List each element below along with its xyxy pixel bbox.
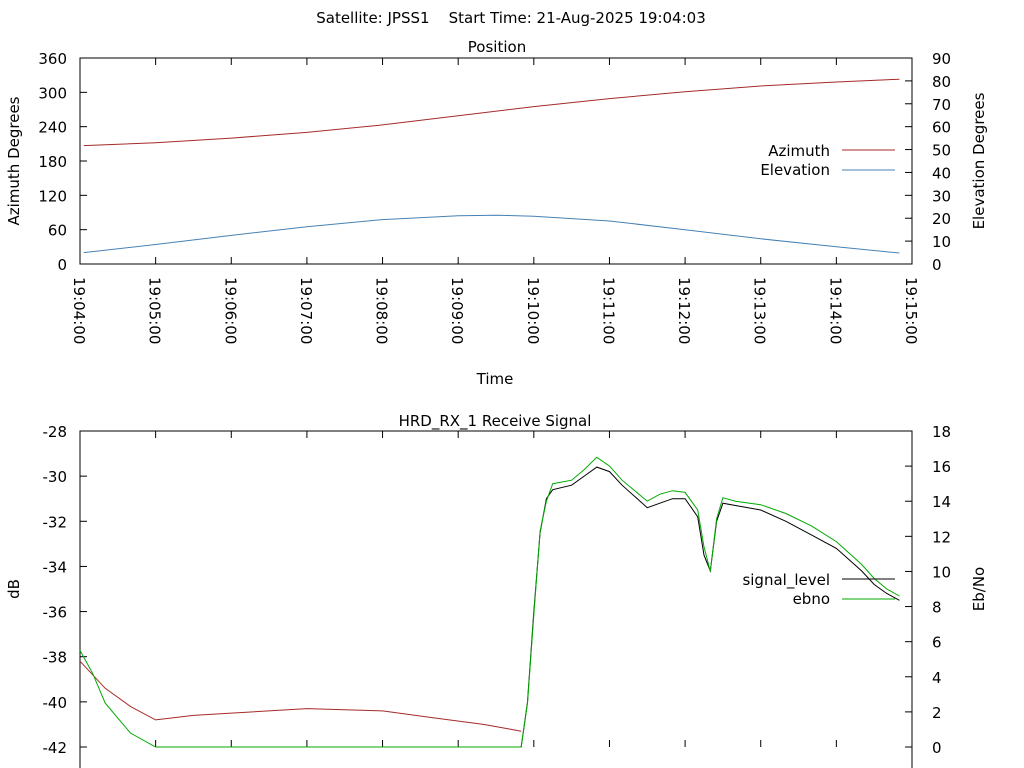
position-y-tick-label: 300 xyxy=(38,84,67,102)
position-y2-tick-label: 40 xyxy=(932,164,951,182)
receive-y2-tick-label: 18 xyxy=(932,423,951,441)
receive-signal-chart-title: HRD_RX_1 Receive Signal xyxy=(399,412,592,431)
position-series-elevation-line-1 xyxy=(83,214,900,254)
receive-y2-tick-label: 12 xyxy=(932,528,951,546)
receive-y2-tick-label: 8 xyxy=(932,599,942,617)
receive-y-tick-label: -38 xyxy=(43,649,68,667)
position-x-tick-label: 19:12:00 xyxy=(675,277,693,344)
receive-series-ebno-line-2 xyxy=(79,456,900,748)
position-y-tick-label: 60 xyxy=(48,222,67,240)
receive-y-tick-label: -28 xyxy=(43,423,68,441)
receive-signal-chart: HRD_RX_1 Receive Signal -42 -40 -38 -36 -34 -… xyxy=(5,412,988,768)
receive-y2-tick-label: 10 xyxy=(932,563,951,581)
position-x-tick-label: 19:08:00 xyxy=(373,277,391,344)
receive-series-signal-level-line-0 xyxy=(79,660,522,732)
receive-y-tick-label: -30 xyxy=(43,468,68,486)
position-x-tick-label: 19:04:00 xyxy=(70,277,88,344)
position-y2-tick-label: 10 xyxy=(932,233,951,251)
position-y-tick-label: 0 xyxy=(57,256,67,274)
receive-y-tick-label: -32 xyxy=(43,513,68,531)
receive-legend: signal_level ebno xyxy=(742,571,895,608)
legend-label-azimuth: Azimuth xyxy=(768,142,830,160)
position-x-tick-label: 19:05:00 xyxy=(146,277,164,344)
position-y-tick-label: 360 xyxy=(38,50,67,68)
position-y2-tick-label: 20 xyxy=(932,210,951,228)
position-y2-tick-label: 50 xyxy=(932,142,951,160)
position-x-tick-label: 19:07:00 xyxy=(297,277,315,344)
receive-y2-tick-label: 2 xyxy=(932,704,942,722)
position-y-tick-label: 120 xyxy=(38,187,67,205)
receive-y-tick-label: -36 xyxy=(43,604,68,622)
receive-y2-axis-label: Eb/No xyxy=(970,567,988,611)
position-x-tick-label: 19:06:00 xyxy=(221,277,239,344)
receive-y-tick-label: -40 xyxy=(43,694,68,712)
position-y2-axis-label: Elevation Degrees xyxy=(970,92,988,229)
position-y2-tick-label: 90 xyxy=(932,50,951,68)
position-chart-title: Position xyxy=(468,38,526,56)
position-y2-tick-label: 80 xyxy=(932,73,951,91)
receive-y2-tick-label: 6 xyxy=(932,634,942,652)
position-y2-tick-label: 70 xyxy=(932,96,951,114)
position-x-tick-label: 19:14:00 xyxy=(826,277,844,344)
receive-plot-frame xyxy=(79,430,913,768)
position-x-tick-label: 19:11:00 xyxy=(599,277,617,344)
legend-label-elevation: Elevation xyxy=(760,161,830,179)
receive-y-axis-label: dB xyxy=(5,579,23,599)
position-y-axis-label: Azimuth Degrees xyxy=(5,96,23,225)
position-x-tick-label: 19:13:00 xyxy=(751,277,769,344)
receive-y2-tick-label: 14 xyxy=(932,493,951,511)
position-series-azimuth-line-0 xyxy=(83,78,900,147)
position-legend: Azimuth Elevation xyxy=(760,142,895,179)
receive-y2-tick-label: 0 xyxy=(932,739,942,757)
position-y-tick-label: 240 xyxy=(38,119,67,137)
position-x-axis-label: Time xyxy=(476,370,514,388)
receive-y2-tick-label: 16 xyxy=(932,458,951,476)
position-chart: Position 0 60 120 180 240 300 360 0 10 20 30 40 50 6… xyxy=(5,38,988,388)
position-x-tick-label: 19:15:00 xyxy=(902,277,920,344)
receive-y-tick-label: -42 xyxy=(43,739,68,757)
position-x-tick-label: 19:10:00 xyxy=(524,277,542,344)
position-y2-tick-label: 0 xyxy=(932,256,942,274)
receive-y-tick-label: -34 xyxy=(43,558,68,576)
position-x-tick-label: 19:09:00 xyxy=(448,277,466,344)
legend-label-signal-level: signal_level xyxy=(742,571,830,590)
receive-y2-tick-label: 4 xyxy=(932,669,942,687)
chart-header-title: Satellite: JPSS1 Start Time: 21-Aug-2025… xyxy=(316,9,706,27)
legend-label-ebno: ebno xyxy=(793,590,830,608)
position-y2-tick-label: 30 xyxy=(932,187,951,205)
receive-series-signal-level-line-1 xyxy=(520,466,900,748)
position-y2-tick-label: 60 xyxy=(932,119,951,137)
position-y-tick-label: 180 xyxy=(38,153,67,171)
